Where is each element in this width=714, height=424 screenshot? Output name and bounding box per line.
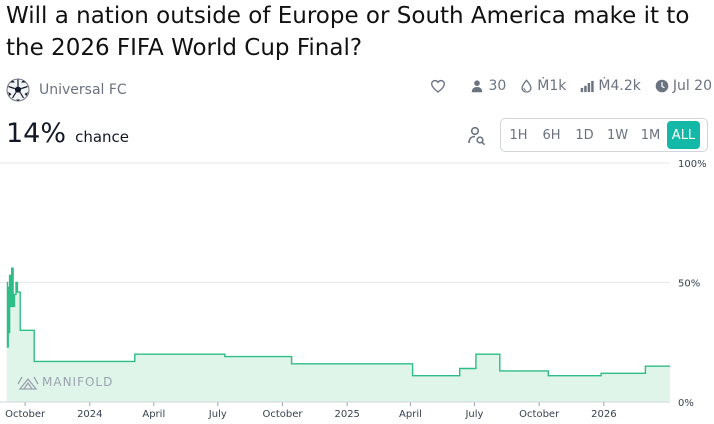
creator-name: Universal FC [39,82,127,98]
x-tick-label: October [262,409,303,420]
volume-amount: Ṁ4.2k [598,78,641,94]
y-tick-label: 50% [678,279,700,290]
like-button[interactable] [430,78,446,94]
droplet-icon [521,79,532,93]
probability-line [6,267,670,377]
probability-label: chance [75,128,130,146]
time-range-selector: 1H 6H 1D 1W 1M ALL [500,118,708,152]
heart-icon [431,79,446,93]
liquidity-amount: Ṁ1k [537,78,567,94]
x-tick-label: April [399,409,422,420]
bar-chart-icon [581,80,595,92]
x-tick-label: July [464,409,483,420]
user-icon [472,80,483,93]
probability-area [6,268,671,402]
traders-count: 30 [488,78,507,94]
user-search-icon [468,126,486,146]
clock-icon [655,79,669,93]
volume-stat[interactable]: Ṁ4.2k [580,78,641,94]
probability-value: 14% [6,118,67,149]
x-axis: October 2024 April July October 2025 April July… [0,401,670,420]
y-axis: 100% 50% 0% [678,159,707,409]
range-all-button[interactable]: ALL [667,121,700,149]
range-1m-button[interactable]: 1M [634,121,667,149]
meta-row: Universal FC 30 Ṁ1k [6,78,712,102]
x-tick-label: 2025 [334,409,359,420]
x-tick-label: July [208,409,227,420]
creator-link[interactable]: Universal FC [6,78,127,102]
probability-display: 14% chance [6,118,129,149]
y-tick-label: 100% [678,159,707,170]
x-tick-label: 2026 [591,409,616,420]
probability-chart[interactable]: 100% 50% 0% October 2024 April July October 202… [0,155,714,424]
manifold-watermark: MANIFOLD [17,375,113,390]
range-1d-button[interactable]: 1D [568,121,601,149]
range-1w-button[interactable]: 1W [601,121,634,149]
question-title: Will a nation outside of Europe or South… [6,3,690,61]
traders-stat[interactable]: 30 [470,78,506,94]
range-6h-button[interactable]: 6H [535,121,568,149]
manifold-logo-icon [17,376,39,390]
range-1h-button[interactable]: 1H [502,121,535,149]
x-tick-label: April [142,409,165,420]
x-tick-label: October [5,409,46,420]
liquidity-stat[interactable]: Ṁ1k [520,78,566,94]
y-tick-label: 0% [678,398,694,409]
manifold-watermark-text: MANIFOLD [42,375,113,389]
soccer-ball-icon [6,78,30,102]
close-date: Jul 20 [672,78,712,94]
market-stats: 30 Ṁ1k Ṁ4.2k Jul 20 [430,78,712,94]
close-date-stat[interactable]: Jul 20 [655,78,712,94]
search-user-button[interactable] [468,126,486,150]
x-tick-label: 2024 [77,409,102,420]
x-tick-label: October [519,409,560,420]
